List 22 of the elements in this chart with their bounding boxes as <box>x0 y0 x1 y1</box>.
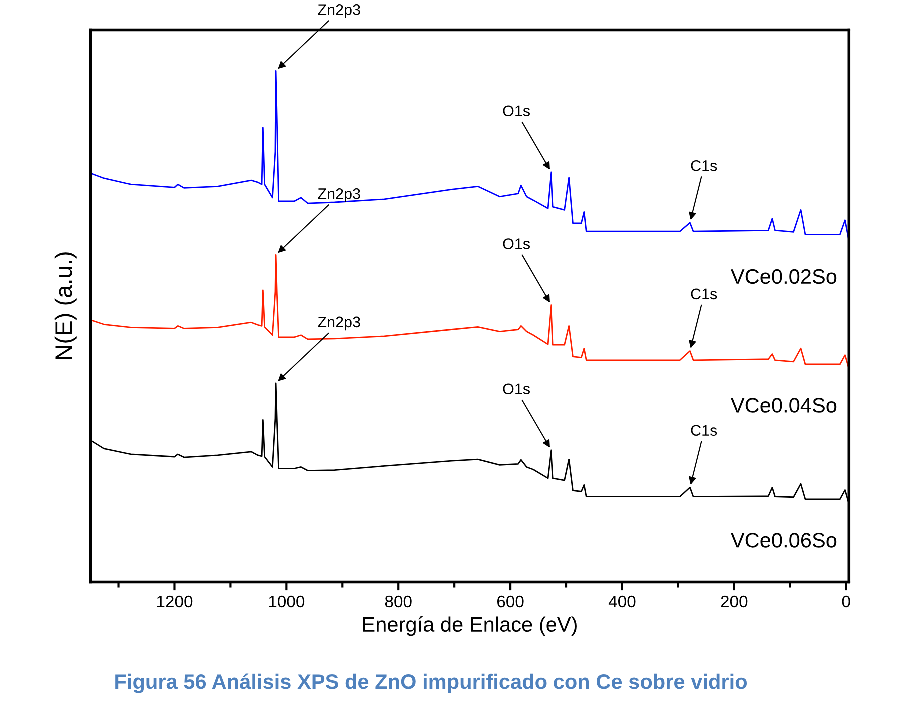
text: Figura 56 Análisis XPS de ZnO impurificado con Ce sobre vidrio <box>116 674 748 694</box>
x-tick-label: 200 <box>721 596 748 608</box>
x-tick-label: 800 <box>385 596 412 608</box>
series-label: VCe0.02So <box>731 269 837 284</box>
x-tick-label: 1200 <box>157 596 193 608</box>
series-label: VCe0.06So <box>731 533 837 548</box>
x-axis-title: Energía de Enlace (eV) <box>363 616 577 636</box>
x-tick-label: 600 <box>497 596 524 608</box>
annotation: O1s <box>503 238 530 250</box>
annotation: C1s <box>691 160 718 172</box>
annotation: C1s <box>691 288 718 300</box>
x-tick-label: 0 <box>842 596 850 608</box>
x-tick-label: 400 <box>608 596 636 608</box>
x-tick-label: 1000 <box>269 596 305 608</box>
annotation: O1s <box>503 384 530 395</box>
series-label: VCe0.04So <box>731 398 837 413</box>
annotation: O1s <box>503 106 530 117</box>
annotation: Zn2p3 <box>318 4 360 18</box>
y-axis-title: N(E) (a.u.) <box>54 252 77 360</box>
annotation: Zn2p3 <box>318 316 360 331</box>
annotation: Zn2p3 <box>318 188 360 202</box>
annotation: C1s <box>691 425 718 436</box>
